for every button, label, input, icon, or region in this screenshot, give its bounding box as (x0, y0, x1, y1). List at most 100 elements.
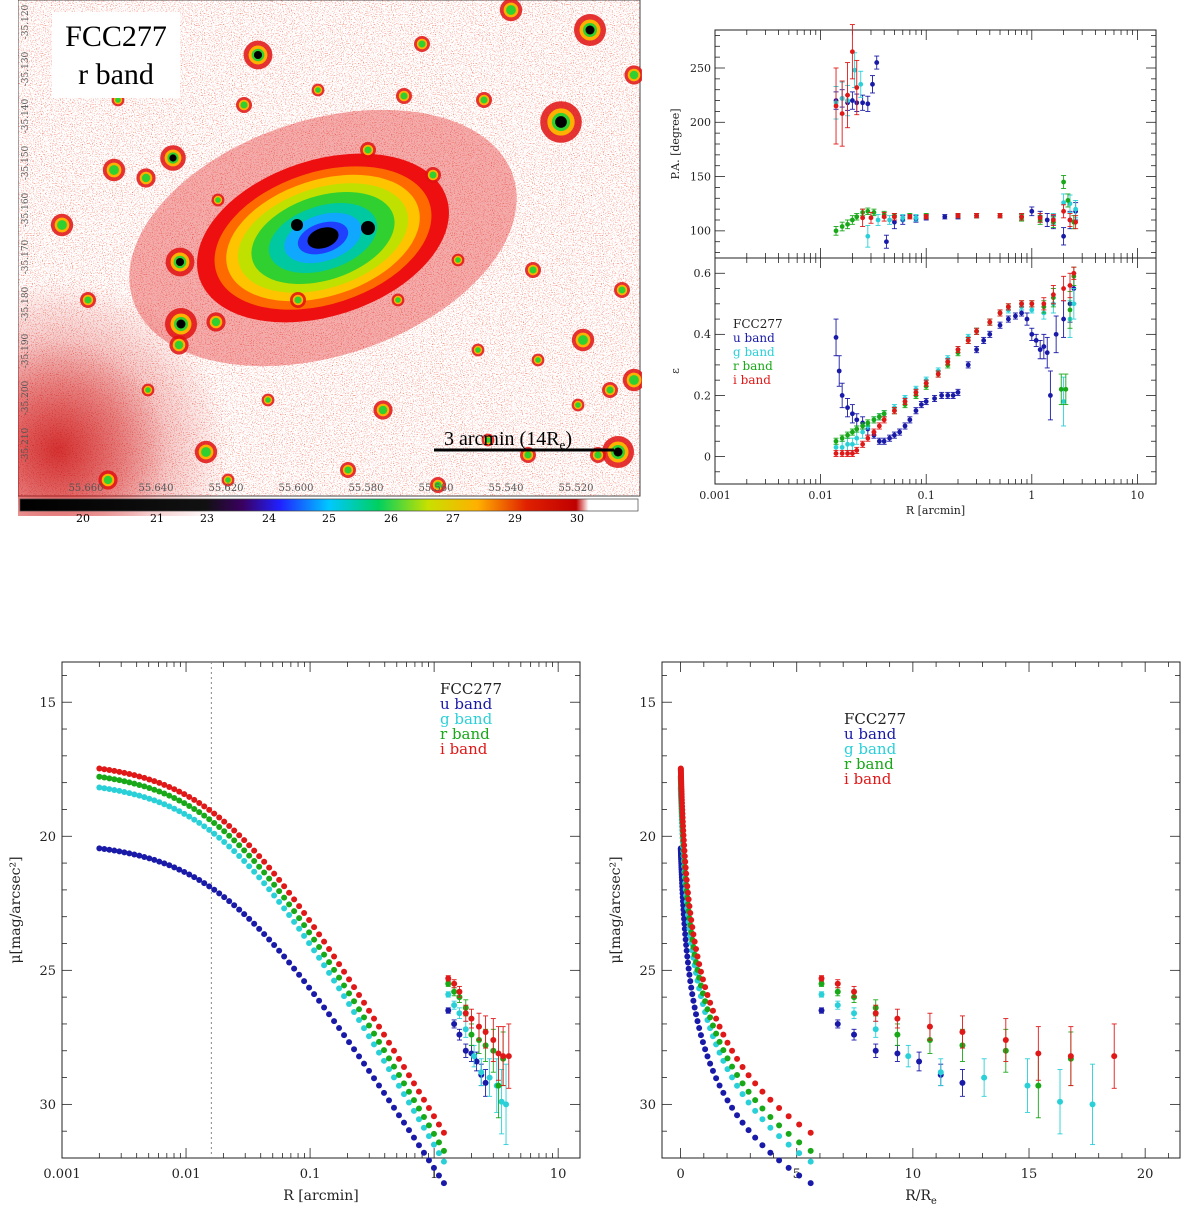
data-point-r (395, 1071, 402, 1078)
data-point-g (336, 985, 343, 992)
legend-title: FCC277 (733, 317, 783, 331)
data-point-r (341, 982, 348, 989)
data-point-i (131, 772, 138, 779)
data-point-r (405, 1088, 412, 1095)
data-point-r (876, 414, 882, 420)
data-point-i (440, 1129, 447, 1136)
data-point-g (440, 1158, 447, 1165)
data-point-u (884, 239, 889, 245)
data-point-u (415, 1142, 422, 1149)
data-point-u (191, 874, 198, 881)
star-inner (529, 266, 537, 274)
data-point-u (1044, 217, 1050, 223)
data-point-u (216, 890, 223, 897)
star-core (613, 447, 623, 457)
data-point-u (311, 991, 318, 998)
data-point-r (186, 802, 193, 809)
ra-tick-label: 55.540 (489, 483, 524, 494)
data-point-r (440, 1147, 447, 1154)
data-point-i (935, 371, 941, 377)
data-point-u (849, 98, 855, 103)
star-inner (429, 171, 437, 179)
data-point-r (839, 224, 845, 229)
data-point-r (1061, 179, 1066, 185)
data-point-r (326, 959, 333, 966)
data-point-g (96, 784, 103, 791)
y-tick-label: 0.6 (694, 267, 712, 280)
x-tick-label: 0.01 (808, 489, 833, 502)
data-point-r (291, 908, 298, 915)
data-point-u (106, 846, 113, 853)
data-point-g (854, 435, 860, 441)
data-point-g (231, 848, 238, 855)
data-point-g (371, 1041, 378, 1048)
data-point-u (321, 1004, 328, 1011)
data-point-g (839, 444, 845, 450)
data-point-i (997, 310, 1003, 316)
data-point-i (687, 910, 694, 917)
data-point-u (918, 402, 924, 407)
data-point-i (420, 1096, 427, 1103)
data-point-u (685, 965, 692, 972)
data-point-i (361, 999, 368, 1006)
data-point-g (136, 792, 143, 799)
data-point-i (849, 451, 855, 456)
data-point-g (186, 813, 193, 820)
data-point-r (410, 1097, 417, 1104)
data-point-r (386, 1055, 393, 1062)
data-point-r (101, 774, 108, 781)
data-point-r (356, 1006, 363, 1013)
data-point-i (500, 1053, 507, 1060)
data-point-u (1024, 316, 1030, 322)
image-title-object: FCC277 (65, 20, 167, 53)
data-point-i (156, 779, 163, 786)
data-point-i (181, 791, 188, 798)
data-point-u (271, 941, 278, 948)
data-point-i (136, 773, 143, 780)
data-point-r (366, 1022, 373, 1029)
data-point-u (854, 417, 860, 423)
star-inner (475, 347, 481, 353)
ra-tick-label: 55.520 (559, 483, 594, 494)
data-point-i (390, 1047, 397, 1054)
data-point-g (503, 1101, 510, 1108)
data-point-i (216, 814, 223, 821)
embedded-star (291, 219, 303, 231)
data-point-u (1041, 344, 1047, 349)
data-point-r (306, 929, 313, 936)
data-point-r (1063, 386, 1069, 392)
data-point-i (101, 766, 108, 773)
x-tick-label: 10 (905, 1167, 922, 1182)
y-tick-label: 150 (690, 170, 711, 183)
data-point-u (331, 1018, 338, 1025)
data-point-g (390, 1074, 397, 1081)
data-point-i (685, 896, 692, 903)
data-point-g (271, 892, 278, 899)
data-point-r (839, 435, 845, 441)
data-point-g (236, 852, 243, 859)
data-point-i (221, 818, 228, 825)
data-point-u (709, 1067, 716, 1074)
data-point-g (366, 1033, 373, 1040)
data-point-g (875, 217, 881, 223)
data-point-r (126, 779, 133, 786)
data-point-i (683, 870, 690, 877)
colorbar-tick: 26 (384, 512, 398, 525)
data-point-i (682, 858, 689, 865)
data-point-g (834, 1002, 841, 1009)
data-point-i (745, 1072, 752, 1079)
data-point-g (296, 925, 303, 932)
data-point-g (796, 1150, 803, 1157)
data-point-u (266, 936, 273, 943)
data-point-i (351, 984, 358, 991)
data-point-i (276, 876, 283, 883)
data-point-u (246, 915, 253, 922)
data-point-i (410, 1080, 417, 1087)
data-point-u (356, 1053, 363, 1060)
data-point-r (236, 842, 243, 849)
data-point-r (171, 794, 178, 801)
data-point-u (942, 214, 948, 220)
data-point-u (261, 931, 268, 938)
data-point-u (916, 1058, 923, 1065)
data-point-g (121, 788, 128, 795)
